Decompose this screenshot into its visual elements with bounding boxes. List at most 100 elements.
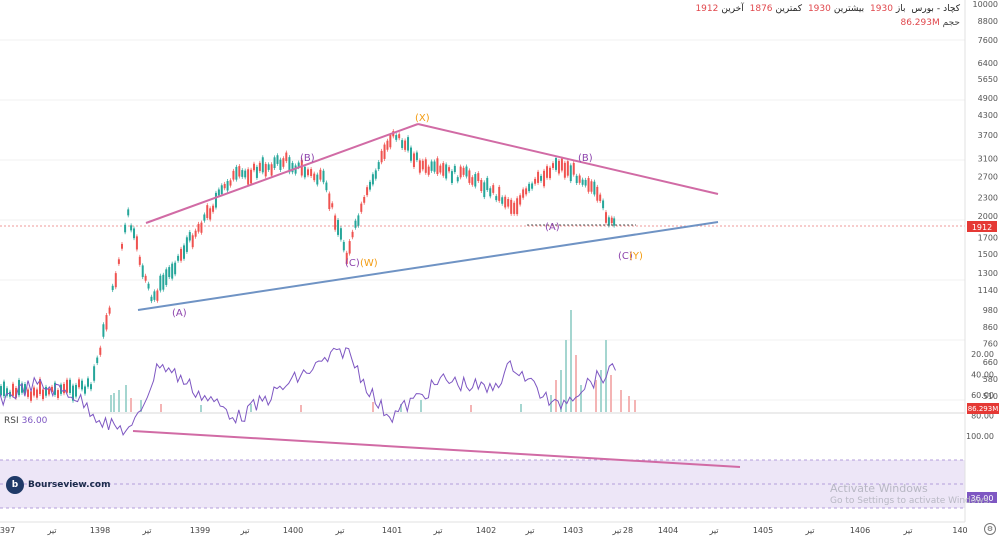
settings-gear-icon[interactable]: ⚙ — [984, 523, 996, 535]
candle — [87, 378, 89, 387]
candle — [285, 152, 288, 162]
rsi-axis-label: 20.00 — [971, 350, 994, 359]
price-axis-label: 7600 — [978, 36, 998, 45]
candle — [555, 158, 557, 170]
candle — [439, 165, 442, 173]
trendline-upper-right[interactable] — [417, 123, 719, 195]
candle — [604, 212, 607, 223]
rsi-series — [0, 347, 616, 437]
candle — [247, 169, 250, 185]
rsi-axis-label: 60.00 — [971, 391, 994, 400]
candle — [6, 388, 8, 396]
candle — [546, 166, 549, 178]
price-axis-label: 1140 — [978, 286, 998, 295]
wave-label-y: (Y) — [629, 251, 643, 262]
time-axis-label: 28 — [623, 526, 633, 535]
time-axis-label: 1403 — [563, 526, 583, 535]
candle — [584, 179, 587, 186]
rsi-value: 36.00 — [21, 416, 48, 426]
candle — [105, 315, 108, 330]
chart-background — [0, 0, 965, 537]
candle — [185, 237, 188, 252]
price-axis-label: 4900 — [978, 94, 998, 103]
candle — [72, 385, 74, 401]
candle — [39, 378, 41, 395]
candle — [84, 386, 86, 394]
candle — [200, 222, 203, 233]
candle — [75, 384, 77, 397]
candle — [543, 170, 546, 187]
time-axis-label: 1401 — [382, 526, 402, 535]
trendline-upper-left[interactable] — [145, 123, 419, 224]
candle — [42, 389, 44, 400]
price-axis-label: 860 — [983, 323, 998, 332]
symbol-name: کچاد — [943, 4, 960, 14]
price-axis-label: 1700 — [978, 233, 998, 242]
wave-label-c2: (C) — [618, 251, 633, 262]
candle — [191, 235, 194, 248]
candle — [48, 388, 50, 395]
candle — [581, 179, 584, 185]
candle — [313, 173, 316, 181]
candle — [141, 265, 144, 278]
candle — [297, 162, 300, 168]
logo-text: Bourseview.com — [28, 480, 111, 490]
time-axis-label: 1399 — [190, 526, 210, 535]
candle — [147, 283, 150, 289]
rsi-tag: 36.00 — [971, 494, 994, 503]
candle — [483, 182, 486, 198]
rsi-line — [0, 347, 616, 437]
candle — [264, 163, 267, 177]
price-axis-label: 5650 — [978, 75, 998, 84]
time-axis-label: تیر — [334, 526, 344, 535]
candle — [261, 157, 264, 173]
candle — [90, 384, 92, 390]
time-axis-label: تیر — [902, 526, 912, 535]
candle — [575, 175, 578, 184]
candle — [144, 275, 147, 281]
candle — [300, 159, 303, 176]
candle — [360, 203, 363, 212]
candle — [206, 205, 209, 219]
candle — [150, 296, 153, 302]
candle — [507, 199, 510, 207]
candle — [159, 275, 162, 291]
candle — [489, 188, 492, 197]
candle — [407, 137, 410, 151]
time-axis-label: تیر — [239, 526, 249, 535]
candle — [0, 386, 2, 396]
candle — [229, 180, 232, 186]
candle — [501, 197, 504, 204]
candle — [282, 158, 285, 167]
candle — [319, 169, 322, 180]
price-axis-label: 2700 — [978, 172, 998, 181]
candle — [209, 208, 212, 220]
price-axis-label: 8800 — [978, 17, 998, 26]
wave-label-x: (X) — [415, 113, 430, 124]
candle — [366, 187, 369, 196]
high-label: بیشترین — [833, 4, 865, 14]
rsi-axis-label: 100.00 — [966, 432, 994, 441]
close-value: 1912 — [695, 4, 719, 14]
trendline-lower[interactable] — [137, 221, 719, 311]
rsi-divergence-line[interactable] — [132, 430, 741, 468]
price-series — [0, 129, 616, 403]
price-tag: 1912 — [972, 223, 992, 232]
price-axis-bg — [965, 0, 1000, 537]
time-axis-label: 1398 — [90, 526, 110, 535]
candle — [258, 162, 261, 172]
candle — [156, 290, 159, 301]
candle — [188, 232, 191, 241]
candle — [459, 166, 462, 178]
time-axis-label: 1404 — [658, 526, 678, 535]
candle — [450, 171, 453, 183]
candle — [273, 157, 276, 169]
candle — [410, 147, 413, 161]
candle — [587, 178, 590, 192]
candle — [380, 150, 383, 163]
candle — [121, 243, 123, 249]
candle — [217, 189, 220, 196]
candle — [99, 347, 102, 355]
candle — [30, 391, 32, 401]
